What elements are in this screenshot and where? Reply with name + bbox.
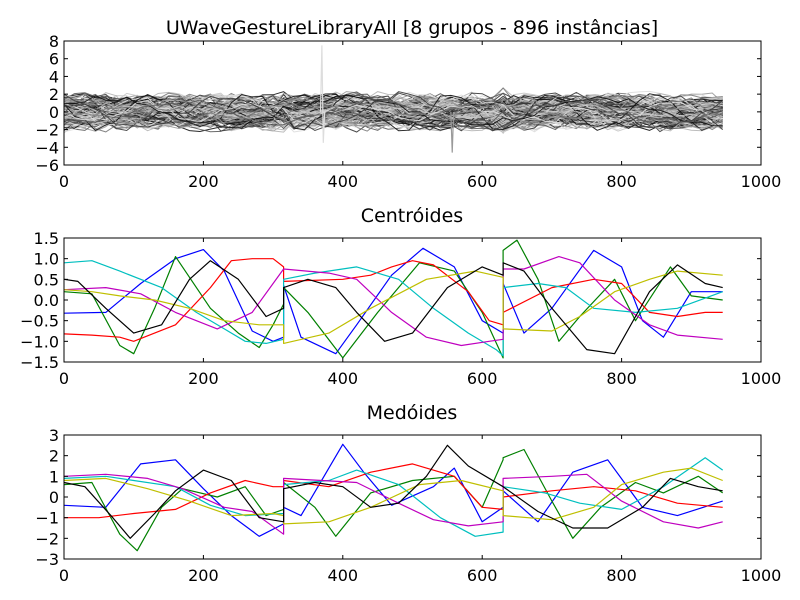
- centroid-axes: 0 200 400 600 800 1000 −1.5 −1.0−0.5 0.0 0.51.0 1.…: [20, 229, 781, 388]
- centroid-line-5: [63, 256, 723, 347]
- x-tick-label: 800: [606, 369, 637, 388]
- centroid-line-6: [63, 270, 723, 344]
- y-tick-label: −4: [35, 138, 59, 157]
- medoid-line-6: [63, 467, 723, 525]
- instance-line: [63, 95, 723, 123]
- spike-line: [450, 111, 455, 153]
- instance-line: [63, 97, 723, 126]
- y-tick-label: −2: [35, 529, 59, 548]
- medoid-lines: [63, 443, 724, 552]
- y-tick-label: 0: [49, 488, 59, 507]
- x-tick-label: 800: [606, 566, 637, 585]
- x-tick-label: 1000: [741, 369, 782, 388]
- instance-line: [63, 95, 723, 129]
- x-tick-label: 0: [59, 566, 69, 585]
- plot-frame: [63, 40, 762, 166]
- centroid-lines: [63, 239, 723, 359]
- y-tick-label: 1.5: [34, 229, 59, 248]
- x-tick-label: 0: [59, 369, 69, 388]
- x-tick-label: 400: [328, 566, 359, 585]
- x-tick-label: 1000: [741, 566, 782, 585]
- y-tick-label: −3: [35, 550, 59, 569]
- x-tick-label: 0: [59, 172, 69, 191]
- instance-line: [63, 94, 723, 129]
- x-tick-label: 600: [467, 172, 498, 191]
- instance-line: [63, 102, 723, 121]
- instance-line: [63, 99, 723, 128]
- y-tick-label: −6: [35, 156, 59, 175]
- medoid-line-1: [63, 443, 723, 537]
- y-tick-label: −2: [35, 121, 59, 140]
- y-tick-label: 8: [49, 32, 59, 51]
- y-tick-label: −1: [35, 509, 59, 528]
- y-tick-label: 6: [49, 50, 59, 69]
- y-tick-label: 0.5: [34, 270, 59, 289]
- y-tick-label: 2: [49, 447, 59, 466]
- medoid-line-3: [64, 463, 723, 519]
- all-series-lines: [63, 45, 724, 153]
- medoid-line-2: [63, 448, 724, 552]
- y-tick-label: 1.0: [34, 250, 59, 269]
- y-tick-label: −1.5: [20, 353, 59, 372]
- panel-all-series-title: UWaveGestureLibraryAll [8 grupos - 896 i…: [166, 17, 658, 39]
- y-tick-label: 3: [49, 426, 59, 445]
- instance-line: [63, 94, 724, 131]
- x-tick-label: 200: [188, 172, 219, 191]
- spike-line: [319, 45, 326, 143]
- centroid-line-2: [63, 239, 723, 359]
- x-tick-label: 600: [467, 369, 498, 388]
- y-tick-label: 0.0: [34, 291, 59, 310]
- instance-line: [63, 100, 723, 124]
- y-tick-label: −1.0: [20, 332, 59, 351]
- x-tick-label: 400: [328, 172, 359, 191]
- x-tick-label: 200: [188, 566, 219, 585]
- x-tick-label: 400: [328, 369, 359, 388]
- y-tick-label: 4: [49, 67, 59, 86]
- instance-line: [63, 101, 723, 122]
- panel-medoids-title: Medóides: [367, 402, 458, 424]
- y-tick-label: 1: [49, 467, 59, 486]
- y-tick-label: 0: [49, 103, 59, 122]
- x-tick-label: 1000: [741, 172, 782, 191]
- centroid-line-1: [63, 247, 723, 355]
- x-tick-label: 600: [467, 566, 498, 585]
- y-tick-label: 2: [49, 85, 59, 104]
- y-tick-label: −0.5: [20, 312, 59, 331]
- x-tick-label: 200: [188, 369, 219, 388]
- medoid-line-4: [63, 457, 724, 537]
- x-tick-label: 800: [606, 172, 637, 191]
- panel-centroids-title: Centróides: [361, 205, 463, 227]
- centroid-line-7: [63, 260, 723, 355]
- medoid-line-7: [63, 444, 723, 539]
- panel-medoids: Medóides 0 200 400 600 800 1000 −3 −2−1 0 12 3: [35, 402, 781, 585]
- panel-all-series: UWaveGestureLibraryAll [8 grupos - 896 i…: [35, 17, 781, 191]
- medoid-axes: 0 200 400 600 800 1000 −3 −2−1 0 12 3: [35, 426, 781, 585]
- centroid-line-3: [63, 258, 723, 342]
- panel-centroids: Centróides 0 200 400 600 800 1000 −1.5 −1.0−0.5…: [20, 205, 781, 388]
